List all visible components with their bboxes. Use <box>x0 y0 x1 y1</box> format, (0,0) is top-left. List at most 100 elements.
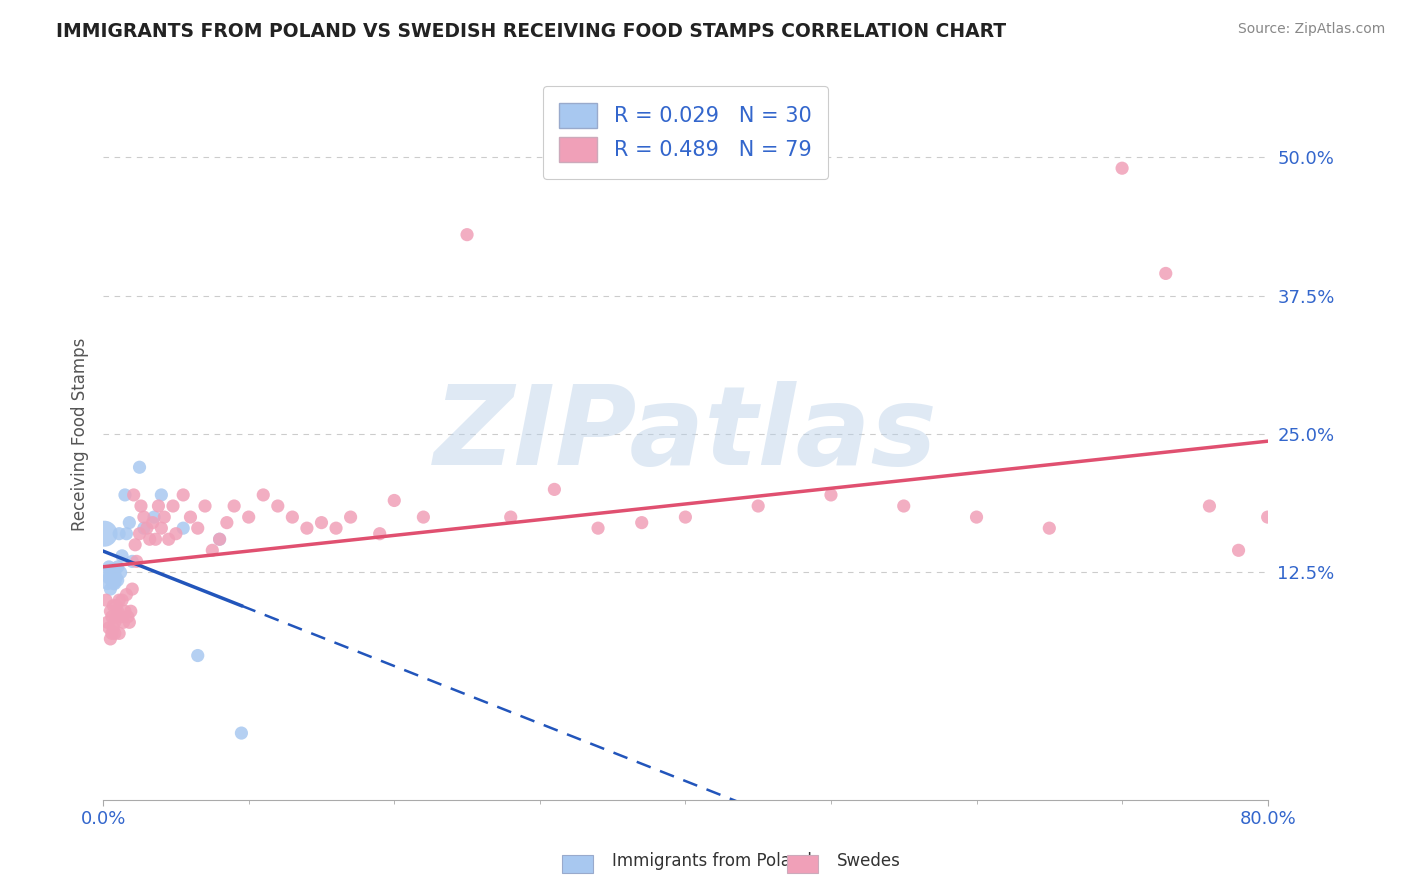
Point <box>107 573 129 587</box>
Point <box>311 516 333 530</box>
Point <box>103 599 125 613</box>
Point <box>1198 499 1220 513</box>
Point <box>162 499 184 513</box>
Point <box>252 488 274 502</box>
Point <box>96 615 118 630</box>
Point <box>238 510 260 524</box>
Point <box>231 726 253 740</box>
Point <box>586 521 609 535</box>
Point <box>104 626 127 640</box>
Point <box>295 521 318 535</box>
Point <box>117 609 139 624</box>
Point <box>368 526 391 541</box>
Point <box>100 582 122 596</box>
Point <box>1257 510 1279 524</box>
Point <box>129 499 152 513</box>
Point <box>104 576 127 591</box>
Point <box>1154 267 1177 281</box>
Point <box>101 569 124 583</box>
Point <box>382 493 405 508</box>
Point <box>105 571 128 585</box>
Point <box>108 593 131 607</box>
Point <box>150 521 173 535</box>
Point <box>97 560 120 574</box>
Point <box>105 609 128 624</box>
Point <box>108 626 131 640</box>
Point <box>966 510 988 524</box>
Point <box>143 510 166 524</box>
Point <box>94 566 117 580</box>
Point <box>101 573 124 587</box>
Point <box>97 621 120 635</box>
Point <box>100 566 122 580</box>
Point <box>121 554 143 568</box>
Point <box>157 533 180 547</box>
Point <box>187 521 209 535</box>
Point <box>105 599 128 613</box>
Point <box>121 582 143 596</box>
Point <box>179 510 201 524</box>
Point <box>208 533 231 547</box>
Point <box>100 604 122 618</box>
Point <box>124 538 146 552</box>
Text: ZIPatlas: ZIPatlas <box>433 381 938 488</box>
Point <box>111 593 134 607</box>
Point <box>107 560 129 574</box>
Point <box>412 510 434 524</box>
Point <box>101 626 124 640</box>
Point <box>93 526 115 541</box>
Point <box>172 521 194 535</box>
Point <box>267 499 290 513</box>
Point <box>148 499 170 513</box>
Point <box>128 526 150 541</box>
Text: Immigrants from Poland: Immigrants from Poland <box>612 852 811 870</box>
Point <box>110 609 132 624</box>
Point <box>132 510 155 524</box>
Text: Source: ZipAtlas.com: Source: ZipAtlas.com <box>1237 22 1385 37</box>
Point <box>339 510 361 524</box>
Point <box>115 588 138 602</box>
Point <box>673 510 696 524</box>
Point <box>111 549 134 563</box>
Text: IMMIGRANTS FROM POLAND VS SWEDISH RECEIVING FOOD STAMPS CORRELATION CHART: IMMIGRANTS FROM POLAND VS SWEDISH RECEIV… <box>56 22 1007 41</box>
Point <box>499 510 522 524</box>
Point <box>104 566 127 580</box>
Point <box>820 488 842 502</box>
Point <box>138 533 160 547</box>
Point <box>128 460 150 475</box>
Point <box>630 516 652 530</box>
Point <box>224 499 246 513</box>
Point <box>208 533 231 547</box>
Point <box>150 488 173 502</box>
Point <box>110 566 132 580</box>
Point <box>118 615 141 630</box>
Point <box>103 562 125 576</box>
Point <box>114 488 136 502</box>
Y-axis label: Receiving Food Stamps: Receiving Food Stamps <box>72 337 89 531</box>
Point <box>135 521 157 535</box>
Point <box>215 516 238 530</box>
Point <box>118 516 141 530</box>
Point <box>187 648 209 663</box>
Point <box>108 526 131 541</box>
Point <box>1111 161 1133 176</box>
Point <box>125 554 148 568</box>
Point <box>281 510 304 524</box>
Point <box>1285 510 1308 524</box>
Point <box>112 615 135 630</box>
Point <box>456 227 478 242</box>
Point <box>1301 521 1323 535</box>
Point <box>132 521 155 535</box>
Point <box>165 526 187 541</box>
Legend: R = 0.029   N = 30, R = 0.489   N = 79: R = 0.029 N = 30, R = 0.489 N = 79 <box>543 87 828 178</box>
Point <box>153 510 176 524</box>
Point <box>107 604 129 618</box>
Point <box>142 516 165 530</box>
Point <box>97 571 120 585</box>
Point <box>101 609 124 624</box>
Point <box>893 499 915 513</box>
Point <box>94 593 117 607</box>
Text: Swedes: Swedes <box>837 852 900 870</box>
Point <box>100 632 122 646</box>
Point <box>145 533 167 547</box>
